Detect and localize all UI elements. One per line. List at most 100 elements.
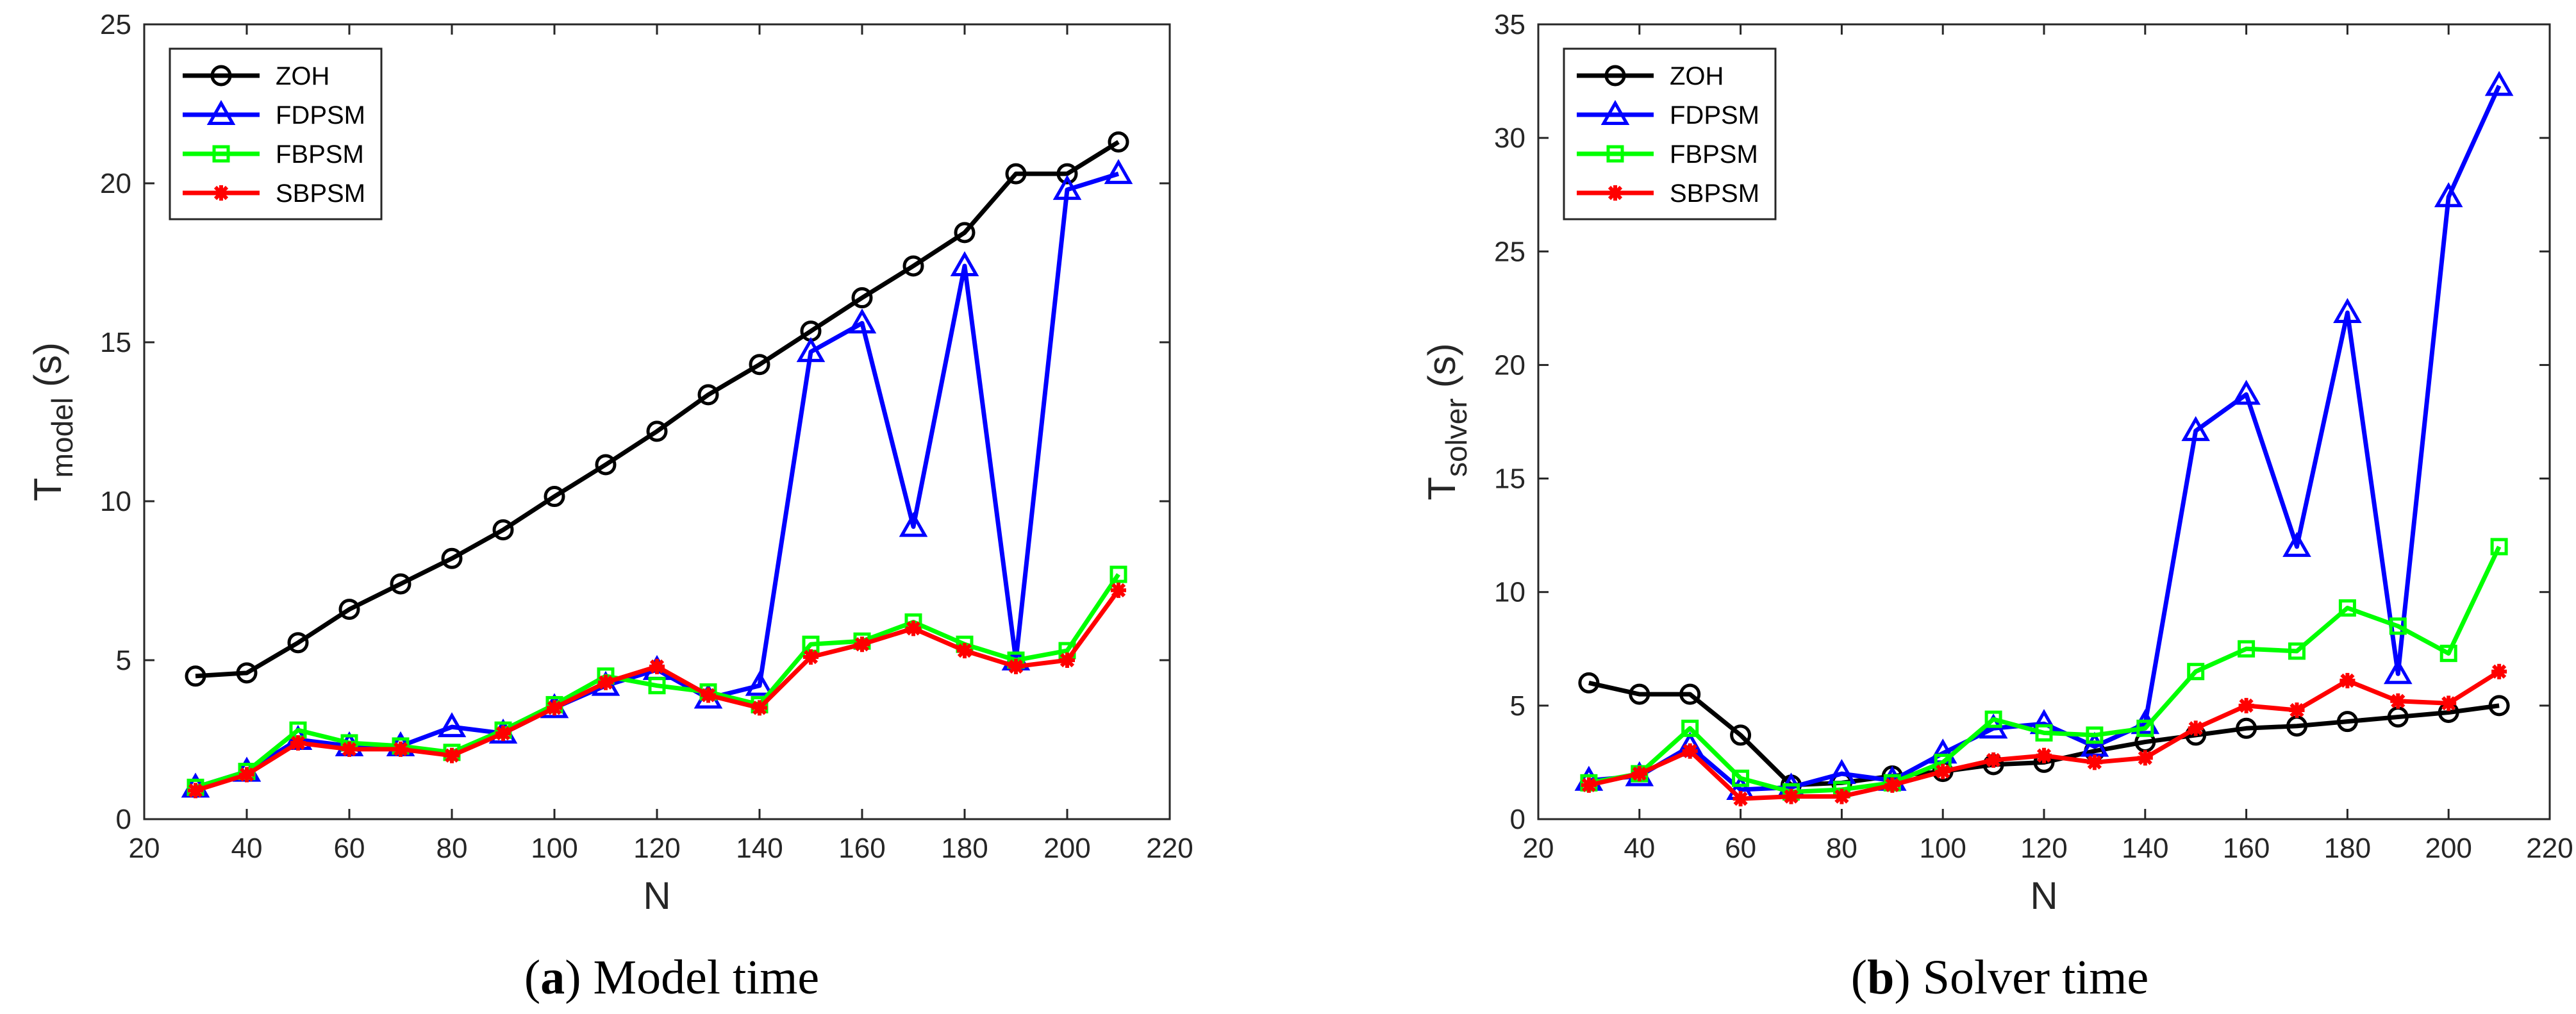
data-point-zoh <box>1629 683 1650 705</box>
legend: ZOH FDPSM FBPSM SBPSM <box>1563 47 1777 220</box>
data-point-fbpsm <box>2086 726 2104 744</box>
y-tick-label: 10 <box>100 486 131 517</box>
legend-marker-zoh <box>1604 65 1626 87</box>
y-tick-label: 35 <box>1494 9 1525 40</box>
legend-label-fdpsm: FDPSM <box>276 101 365 129</box>
caption-b: (b) Solver time <box>1851 951 2148 1004</box>
data-point-sbpsm <box>1884 777 1900 793</box>
data-point-zoh <box>287 632 309 654</box>
series-fbpsm <box>1580 538 2508 801</box>
x-tick-label: 140 <box>2122 833 2168 864</box>
y-tick-label: 0 <box>1510 804 1525 835</box>
data-point-sbpsm <box>188 783 203 799</box>
data-point-sbpsm <box>1682 743 1698 759</box>
legend-marker-fdpsm <box>206 99 236 125</box>
data-point-sbpsm <box>547 700 562 716</box>
data-point-zoh <box>646 420 668 442</box>
caption-a-letter: a <box>540 951 565 1004</box>
data-point-fdpsm <box>1052 174 1082 200</box>
data-point-sbpsm <box>495 726 511 742</box>
caption-a: (a) Model time <box>524 951 819 1004</box>
series-line-zoh <box>195 140 1120 679</box>
series-line-fbpsm <box>1588 545 2502 794</box>
data-point-fdpsm <box>796 337 826 362</box>
data-point-fdpsm <box>2333 297 2362 323</box>
x-tick-label: 180 <box>941 833 988 864</box>
chart-solver-time: 20 40 60 80 100 120 140 160 180 200 220 0 5 10 15 20 25 3… <box>1420 9 2573 917</box>
data-point-sbpsm <box>854 636 870 652</box>
legend-label-zoh: ZOH <box>276 62 329 90</box>
x-tick-label: 60 <box>1725 833 1756 864</box>
data-point-zoh <box>749 354 770 376</box>
x-axis-label: N <box>2030 874 2057 917</box>
data-point-zoh <box>1056 163 1078 185</box>
data-point-sbpsm <box>1834 788 1850 804</box>
data-point-fdpsm <box>2383 659 2413 685</box>
data-point-sbpsm <box>2491 663 2507 679</box>
data-point-sbpsm <box>598 674 613 690</box>
legend-label-fbpsm: FBPSM <box>1670 140 1758 169</box>
data-point-fbpsm <box>1984 710 2002 728</box>
data-point-zoh <box>492 519 514 541</box>
data-point-fdpsm <box>2484 71 2514 96</box>
x-tick-label: 20 <box>1523 833 1554 864</box>
data-point-sbpsm <box>2086 754 2102 770</box>
data-point-fbpsm <box>648 677 666 695</box>
data-point-zoh <box>1730 724 1752 746</box>
data-point-zoh <box>1108 131 1129 153</box>
data-point-zoh <box>544 486 565 508</box>
data-point-fdpsm <box>437 712 467 738</box>
x-tick-label: 120 <box>2020 833 2067 864</box>
data-point-fdpsm <box>1104 159 1133 185</box>
data-point-sbpsm <box>1783 788 1799 804</box>
data-point-zoh <box>2336 711 2358 733</box>
data-point-sbpsm <box>290 735 306 751</box>
data-point-zoh <box>2236 717 2257 739</box>
data-point-sbpsm <box>1733 791 1749 807</box>
data-point-sbpsm <box>1008 658 1024 674</box>
data-point-zoh <box>954 222 976 244</box>
series-zoh <box>185 131 1129 687</box>
x-tick-label: 160 <box>2223 833 2270 864</box>
data-point-zoh <box>441 547 463 569</box>
data-point-sbpsm <box>1986 752 2002 768</box>
legend-label-fbpsm: FBPSM <box>276 140 364 169</box>
legend-marker-fdpsm <box>1600 99 1630 125</box>
data-point-zoh <box>595 454 617 476</box>
data-point-fdpsm <box>2181 416 2211 442</box>
data-point-fdpsm <box>2232 379 2261 405</box>
data-point-sbpsm <box>444 747 460 763</box>
legend-marker-fbpsm <box>1606 145 1624 163</box>
caption-a-text: Model time <box>594 951 820 1004</box>
data-point-fdpsm <box>847 308 877 334</box>
x-tick-label: 80 <box>1826 833 1857 864</box>
data-point-fbpsm <box>2187 663 2205 681</box>
data-point-zoh <box>902 255 924 277</box>
y-tick-label: 5 <box>116 645 131 676</box>
y-axis-label-unit: (s) <box>26 342 69 387</box>
data-point-sbpsm <box>1935 763 1951 779</box>
series-sbpsm <box>1581 663 2507 807</box>
y-tick-label: 25 <box>100 9 131 40</box>
x-tick-label: 40 <box>1624 833 1655 864</box>
x-tick-label: 100 <box>531 833 578 864</box>
x-tick-label: 160 <box>838 833 885 864</box>
series-sbpsm <box>188 582 1126 799</box>
y-tick-label: 20 <box>100 168 131 199</box>
data-point-zoh <box>338 599 360 620</box>
data-point-zoh <box>390 573 411 595</box>
data-point-fbpsm <box>2136 719 2154 737</box>
data-point-zoh <box>851 287 873 309</box>
data-point-zoh <box>185 665 206 687</box>
x-tick-label: 100 <box>1919 833 1966 864</box>
data-point-fdpsm <box>2434 182 2463 208</box>
x-tick-label: 220 <box>1146 833 1193 864</box>
caption-b-letter: b <box>1867 951 1894 1004</box>
data-point-sbpsm <box>752 700 767 716</box>
y-tick-label: 25 <box>1494 236 1525 267</box>
data-point-sbpsm <box>906 620 921 636</box>
data-point-sbpsm <box>2339 672 2356 688</box>
data-point-fbpsm <box>1109 565 1127 583</box>
y-tick-label: 30 <box>1494 122 1525 154</box>
